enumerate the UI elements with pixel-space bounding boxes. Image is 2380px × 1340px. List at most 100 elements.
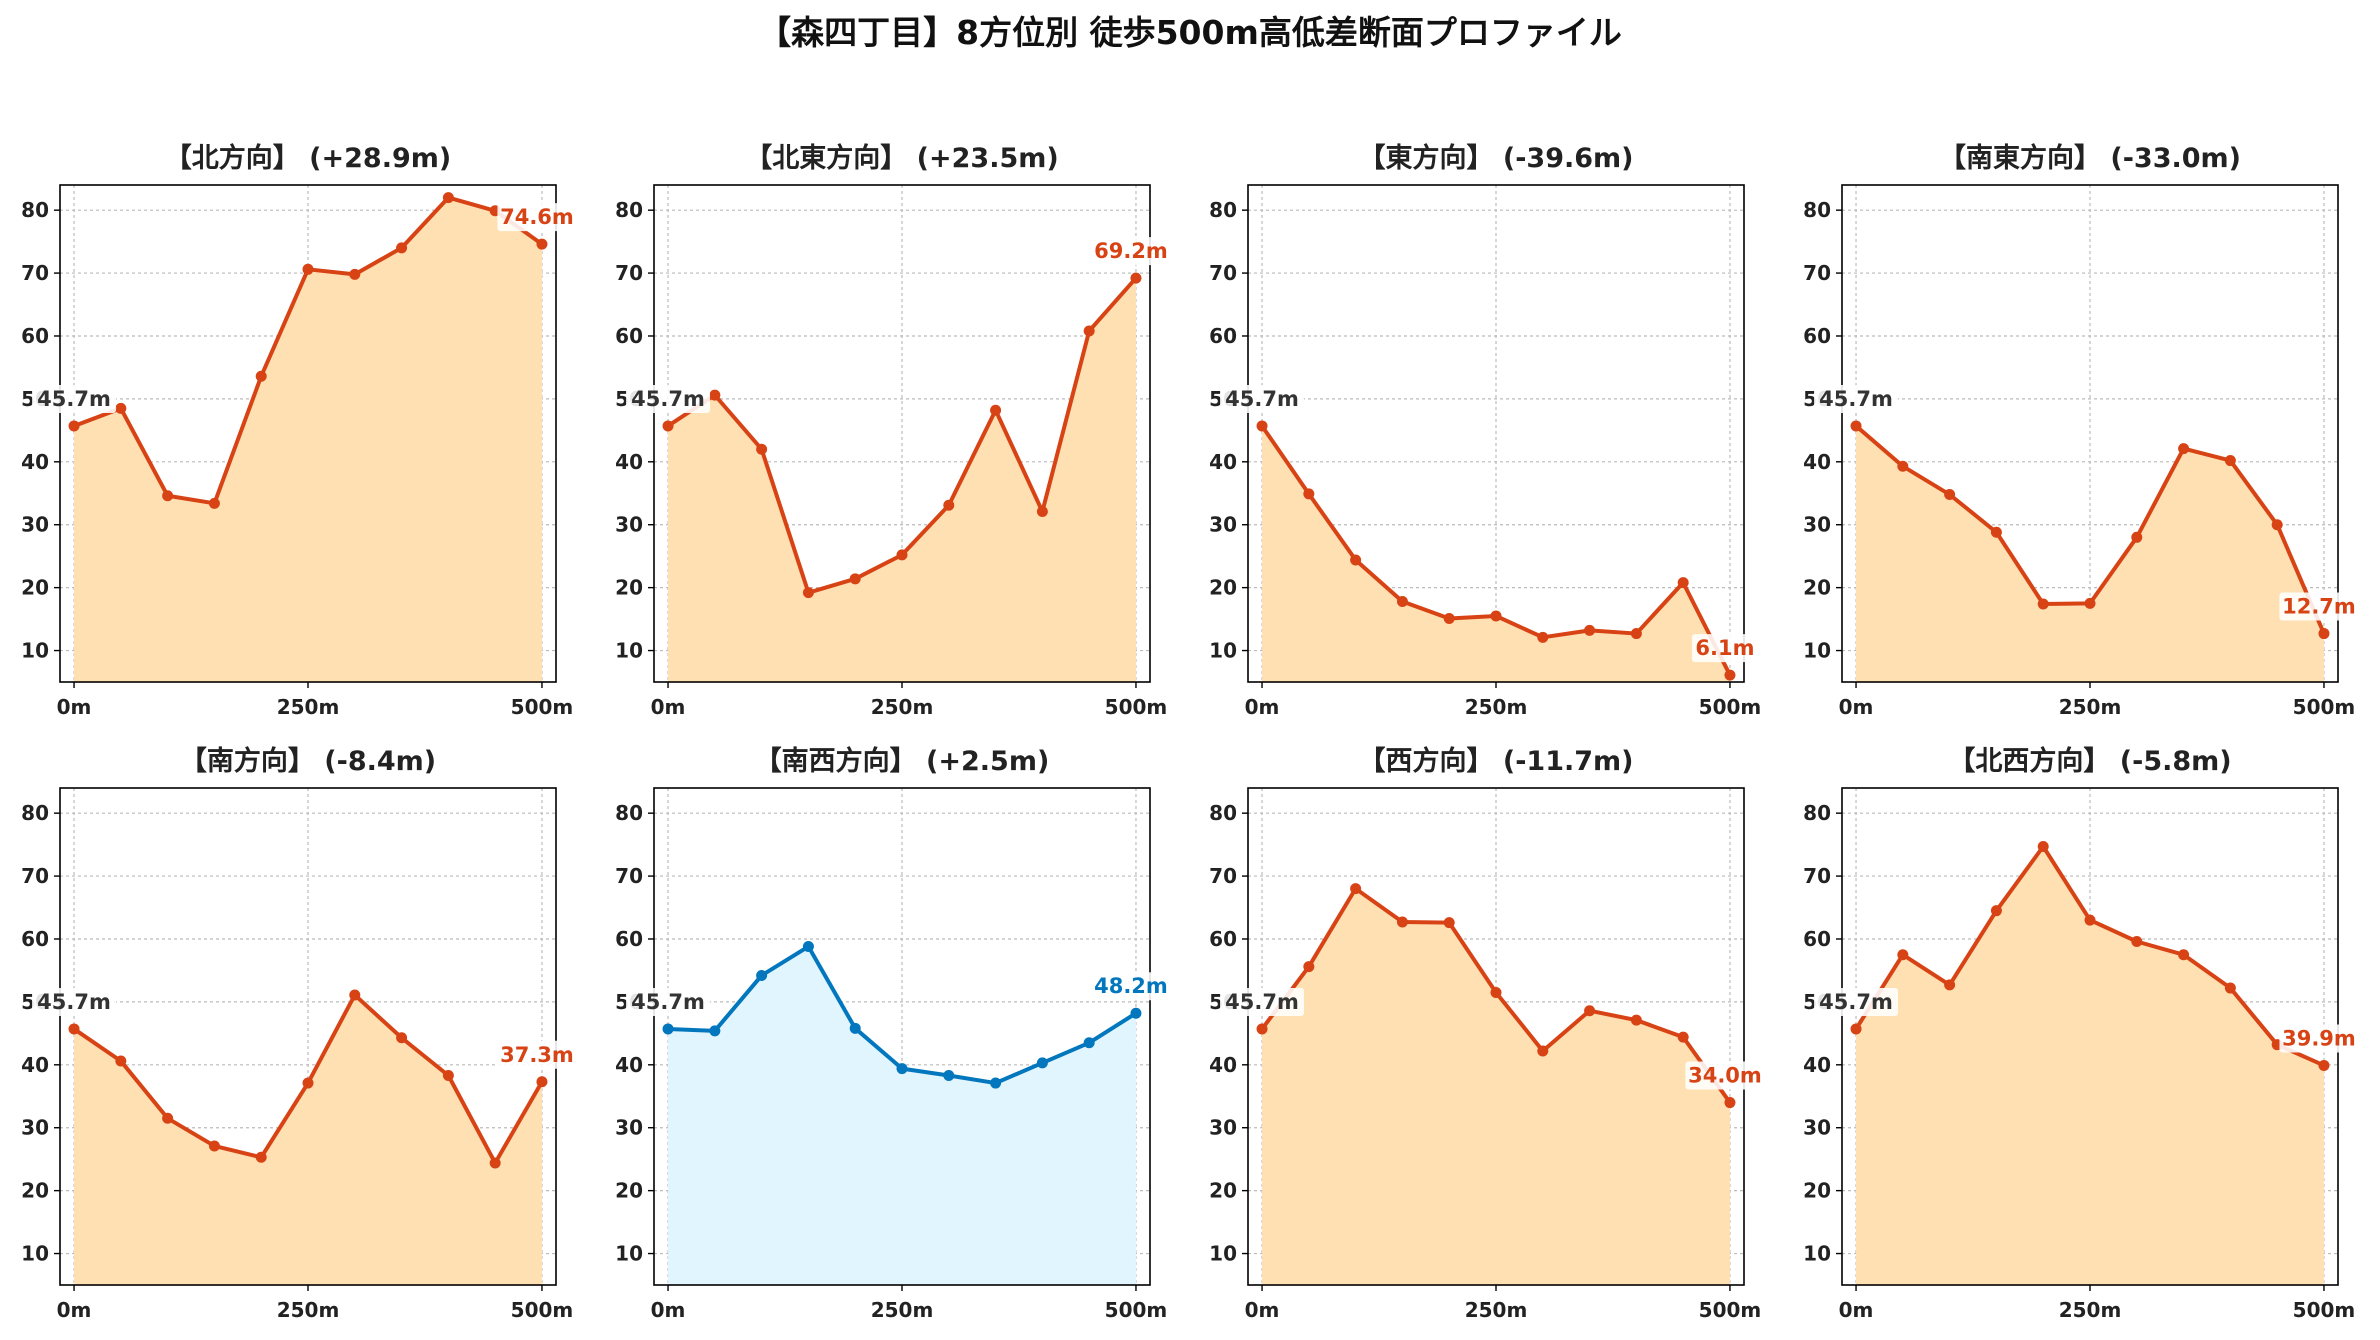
panel-7: 【北西方向】 (-5.8m)10203040506070800m250m500m…	[1803, 745, 2359, 1322]
figure-title: 【森四丁目】8方位別 徒歩500m高低差断面プロファイル	[758, 13, 1622, 52]
x-tick-label: 500m	[2293, 695, 2356, 719]
y-tick-label: 30	[1209, 513, 1237, 537]
y-tick-label: 40	[615, 1053, 643, 1077]
data-point	[1396, 595, 1408, 607]
data-point	[756, 969, 768, 981]
end-label-bg	[2279, 1024, 2359, 1053]
x-tick-label: 0m	[1839, 1298, 1874, 1322]
end-value-label: 48.2m	[1094, 974, 1168, 998]
data-point	[1036, 1057, 1048, 1069]
data-point	[990, 1077, 1002, 1089]
data-point	[1490, 986, 1502, 998]
data-point	[1303, 961, 1315, 973]
y-tick-label: 20	[615, 1179, 643, 1203]
y-tick-label: 30	[1803, 1116, 1831, 1140]
start-label-bg	[1814, 987, 1899, 1016]
x-tick-label: 250m	[277, 1298, 340, 1322]
start-value-label: 45.7m	[37, 990, 111, 1014]
y-tick-label: 40	[21, 1053, 49, 1077]
series-area	[1262, 425, 1730, 682]
data-point	[1256, 1023, 1268, 1035]
data-point	[1256, 420, 1268, 432]
data-point	[302, 1077, 314, 1089]
data-point	[1443, 612, 1455, 624]
y-tick-label: 60	[1803, 324, 1831, 348]
data-point	[2131, 936, 2143, 948]
data-point	[943, 1070, 955, 1082]
y-tick-label: 60	[1209, 927, 1237, 951]
end-value-label: 34.0m	[1688, 1064, 1762, 1088]
end-value-label: 6.1m	[1695, 636, 1754, 660]
data-point	[396, 1032, 408, 1044]
y-tick-label: 80	[1803, 198, 1831, 222]
data-point	[1897, 949, 1909, 961]
data-point	[1630, 1014, 1642, 1026]
y-tick-label: 20	[21, 576, 49, 600]
y-tick-label: 40	[615, 450, 643, 474]
panel-4: 【南方向】 (-8.4m)10203040506070800m250m500m4…	[21, 745, 577, 1322]
y-tick-label: 20	[1803, 576, 1831, 600]
start-value-label: 45.7m	[631, 990, 705, 1014]
series-area	[668, 946, 1136, 1285]
end-value-label: 69.2m	[1094, 239, 1168, 263]
y-tick-label: 80	[615, 198, 643, 222]
y-tick-label: 20	[1209, 576, 1237, 600]
data-point	[1944, 979, 1956, 991]
start-value-label: 45.7m	[1819, 990, 1893, 1014]
data-point	[943, 499, 955, 511]
x-tick-label: 250m	[1465, 1298, 1528, 1322]
y-tick-label: 80	[1209, 801, 1237, 825]
panel-5: 【南西方向】 (+2.5m)10203040506070800m250m500m…	[615, 745, 1171, 1322]
x-tick-label: 500m	[1699, 1298, 1762, 1322]
panel-title: 【東方向】 (-39.6m)	[1358, 142, 1633, 174]
x-tick-label: 0m	[1839, 695, 1874, 719]
x-tick-label: 250m	[277, 695, 340, 719]
y-tick-label: 40	[1803, 1053, 1831, 1077]
data-point	[1083, 1037, 1095, 1049]
y-tick-label: 80	[615, 801, 643, 825]
end-value-label: 37.3m	[500, 1043, 574, 1067]
series-area	[668, 278, 1136, 682]
data-point	[1130, 272, 1142, 284]
y-tick-label: 20	[615, 576, 643, 600]
data-point	[1350, 554, 1362, 566]
data-point	[2084, 914, 2096, 926]
data-point	[1036, 506, 1048, 518]
y-tick-label: 70	[615, 864, 643, 888]
y-tick-label: 70	[615, 261, 643, 285]
y-tick-label: 40	[1803, 450, 1831, 474]
data-point	[662, 420, 674, 432]
data-point	[115, 1055, 127, 1067]
start-label-bg	[626, 384, 711, 413]
data-point	[1537, 631, 1549, 643]
panel-0: 【北方向】 (+28.9m)10203040506070800m250m500m…	[21, 142, 577, 719]
data-point	[849, 573, 861, 585]
data-point	[2224, 982, 2236, 994]
data-point	[1630, 628, 1642, 640]
y-tick-label: 80	[21, 198, 49, 222]
data-point	[1944, 489, 1956, 501]
data-point	[349, 989, 361, 1001]
data-point	[255, 1151, 267, 1163]
panel-3: 【南東方向】 (-33.0m)10203040506070800m250m500…	[1803, 142, 2359, 719]
panel-title: 【南東方向】 (-33.0m)	[1939, 142, 2241, 174]
data-point	[162, 490, 174, 502]
y-tick-label: 20	[1803, 1179, 1831, 1203]
data-point	[302, 263, 314, 275]
data-point	[208, 497, 220, 509]
y-tick-label: 70	[21, 261, 49, 285]
x-tick-label: 250m	[871, 1298, 934, 1322]
y-tick-label: 10	[1209, 639, 1237, 663]
y-tick-label: 10	[1209, 1242, 1237, 1266]
data-point	[849, 1022, 861, 1034]
data-point	[802, 587, 814, 599]
data-point	[115, 402, 127, 414]
y-tick-label: 10	[21, 639, 49, 663]
y-tick-label: 80	[1209, 198, 1237, 222]
y-tick-label: 40	[21, 450, 49, 474]
data-point	[1990, 905, 2002, 917]
data-point	[756, 443, 768, 455]
y-tick-label: 70	[1209, 261, 1237, 285]
start-value-label: 45.7m	[631, 387, 705, 411]
